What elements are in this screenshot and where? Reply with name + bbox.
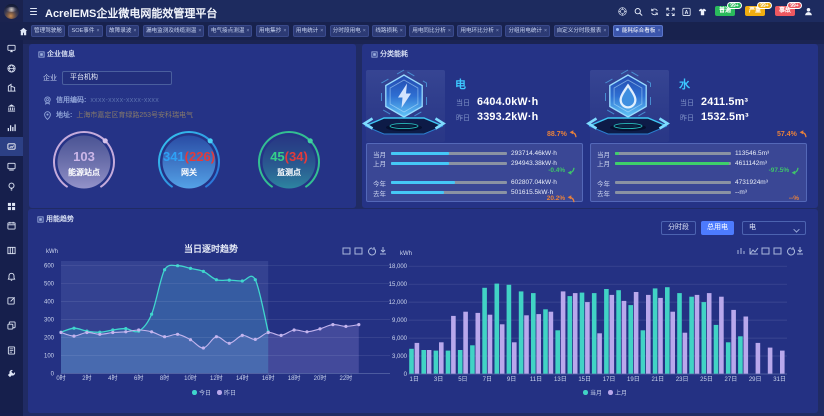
svg-text:0时: 0时 [56, 374, 65, 382]
svg-text:19日: 19日 [627, 376, 640, 383]
svg-text:29日: 29日 [749, 376, 762, 383]
svg-text:网关: 网关 [181, 167, 197, 177]
svg-text:9日: 9日 [507, 376, 516, 383]
svg-text:15日: 15日 [578, 376, 591, 383]
svg-text:25日: 25日 [700, 376, 713, 383]
svg-text:31日: 31日 [773, 376, 786, 383]
svg-text:27日: 27日 [725, 376, 738, 383]
svg-text:监测点: 监测点 [277, 167, 301, 177]
svg-text:1日: 1日 [410, 376, 419, 383]
svg-text:500: 500 [44, 282, 55, 288]
svg-text:kWh: kWh [400, 251, 412, 257]
svg-text:11日: 11日 [530, 376, 542, 383]
svg-text:能源站点: 能源站点 [68, 167, 100, 177]
svg-text:13日: 13日 [554, 376, 567, 383]
svg-text:15,000: 15,000 [389, 282, 408, 288]
svg-text:45(34): 45(34) [270, 149, 308, 164]
svg-text:23日: 23日 [676, 376, 689, 383]
svg-text:0: 0 [404, 372, 408, 378]
svg-text:341(226): 341(226) [163, 149, 215, 164]
svg-text:A: A [685, 9, 689, 15]
svg-text:6时: 6时 [134, 374, 143, 382]
svg-text:18时: 18时 [288, 374, 301, 382]
svg-text:400: 400 [44, 300, 55, 306]
svg-text:17日: 17日 [603, 376, 616, 383]
svg-text:12时: 12时 [210, 374, 223, 382]
svg-text:kWh: kWh [46, 249, 58, 255]
svg-text:8时: 8时 [160, 374, 169, 382]
svg-text:10时: 10时 [184, 374, 197, 382]
svg-text:4时: 4时 [108, 374, 117, 382]
svg-text:14时: 14时 [236, 374, 249, 382]
svg-text:600: 600 [44, 264, 55, 270]
svg-text:300: 300 [44, 318, 55, 324]
svg-text:0: 0 [51, 372, 55, 378]
svg-text:9,000: 9,000 [392, 318, 408, 324]
svg-text:7日: 7日 [483, 376, 492, 383]
svg-text:3日: 3日 [434, 376, 443, 383]
svg-text:100: 100 [44, 354, 55, 360]
svg-text:16时: 16时 [262, 374, 275, 382]
svg-text:3,000: 3,000 [392, 354, 408, 360]
svg-text:22时: 22时 [340, 374, 353, 382]
svg-text:6,000: 6,000 [392, 336, 408, 342]
svg-text:200: 200 [44, 336, 55, 342]
svg-text:21日: 21日 [651, 376, 664, 383]
svg-text:103: 103 [73, 149, 95, 164]
svg-text:18,000: 18,000 [389, 264, 408, 270]
svg-text:20时: 20时 [314, 374, 327, 382]
svg-text:12,000: 12,000 [389, 300, 408, 306]
svg-text:2时: 2时 [82, 374, 91, 382]
svg-text:5日: 5日 [458, 376, 467, 383]
